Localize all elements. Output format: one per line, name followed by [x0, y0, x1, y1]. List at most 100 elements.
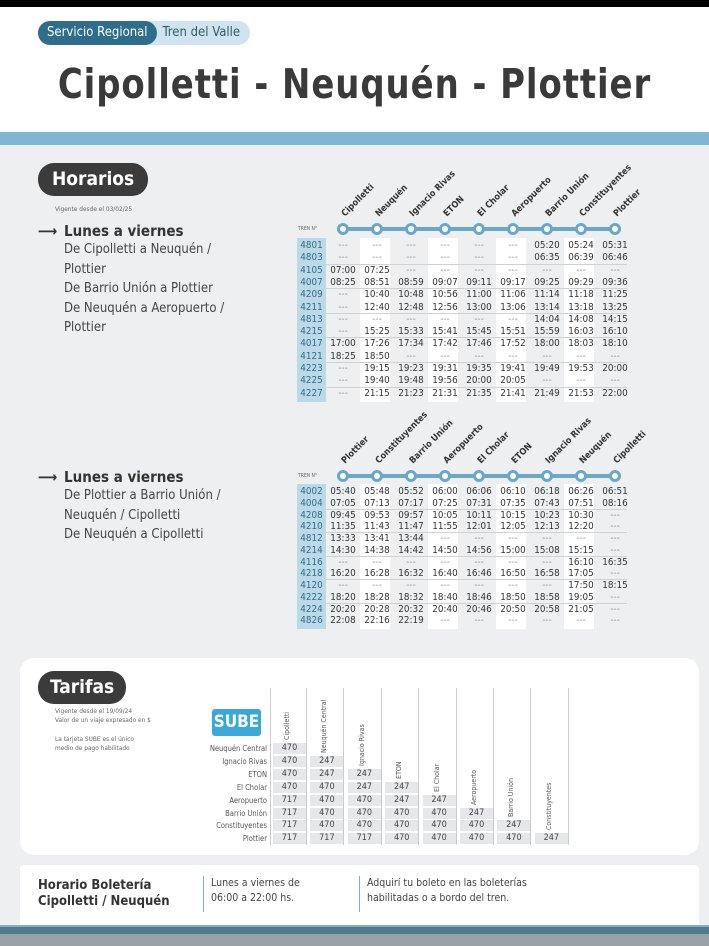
tarifas-valid-from: Vigente desde el 19/09/24 [55, 707, 133, 715]
time-cell: 15:51 [500, 326, 526, 338]
fare-row-label: Barrio Unión [225, 808, 267, 818]
no-service-cell: --- [338, 326, 348, 338]
hours-line-1: Lunes a viernes de [211, 877, 300, 889]
time-cell: 07:25 [432, 497, 458, 509]
time-cell: 06:51 [602, 486, 628, 497]
time-cell: 07:00 [330, 264, 356, 276]
time-cell: 18:03 [568, 338, 594, 350]
time-cell: 19:56 [432, 375, 458, 387]
arrow-right-icon: ⟶ [38, 468, 58, 486]
no-service-cell: --- [542, 350, 552, 362]
time-cell: 13:41 [364, 533, 390, 544]
time-cell: 18:25 [330, 350, 356, 362]
time-cell: 05:24 [568, 240, 594, 251]
divider-stripe [0, 132, 709, 145]
time-cell: 15:25 [364, 326, 390, 338]
train-number: 4208 [297, 509, 326, 522]
top-bar [0, 0, 709, 7]
fare-cell: 470 [310, 794, 344, 806]
time-cell: 06:18 [534, 486, 560, 497]
row-separator [297, 263, 627, 265]
time-cell: 12:01 [466, 521, 492, 533]
no-service-cell: --- [474, 615, 484, 627]
horarios-heading: Horarios [38, 163, 149, 196]
train-number: 4803 [297, 252, 326, 265]
column-divider [343, 688, 345, 845]
no-service-cell: --- [508, 580, 518, 591]
no-service-cell: --- [508, 252, 518, 264]
train-number: 4227 [297, 387, 326, 400]
time-cell: 21:49 [534, 387, 560, 399]
no-service-cell: --- [474, 240, 484, 251]
fare-row-label: Constituyentes [216, 821, 267, 831]
time-cell: 05:52 [398, 486, 424, 497]
no-service-cell: --- [508, 615, 518, 627]
time-cell: 18:28 [364, 591, 390, 603]
sube-note-2: medio de pago habilitado [55, 744, 130, 752]
station-dot [473, 470, 485, 482]
column-divider [530, 688, 532, 845]
time-cell: 05:31 [602, 240, 628, 251]
station-dot [371, 223, 383, 235]
time-cell: 09:11 [466, 276, 492, 288]
time-cell: 17:50 [568, 580, 594, 591]
no-service-cell: --- [542, 615, 552, 627]
time-cell: 16:10 [568, 556, 594, 568]
column-band [428, 484, 458, 629]
fare-row-label: El Cholar [236, 782, 267, 792]
time-cell: 06:10 [500, 486, 526, 497]
direction-line: Neuquén / Cipolletti [64, 507, 181, 523]
direction-line: De Neuquén a Aeropuerto / [64, 300, 225, 316]
no-service-cell: --- [474, 313, 484, 325]
train-number: 4211 [297, 301, 326, 314]
time-cell: 12:05 [500, 521, 526, 533]
time-cell: 16:28 [364, 568, 390, 580]
time-cell: 16:35 [602, 556, 628, 568]
sube-logo: SUBE [212, 709, 261, 736]
train-number: 4813 [297, 313, 326, 327]
time-cell: 18:58 [534, 591, 560, 603]
column-divider [306, 688, 307, 845]
time-cell: 07:43 [534, 497, 560, 509]
time-cell: 19:40 [364, 375, 390, 387]
time-cell: 11:43 [364, 521, 390, 533]
time-cell: 09:29 [568, 276, 594, 288]
station-dot [371, 470, 383, 482]
arrow-right-icon: ⟶ [38, 222, 58, 240]
time-cell: 09:07 [432, 276, 458, 288]
fare-cell: 247 [310, 755, 344, 767]
train-number: 4222 [297, 591, 326, 604]
fare-cell: 470 [273, 768, 306, 780]
fare-cell: 470 [310, 781, 344, 793]
no-service-cell: --- [542, 264, 552, 276]
time-cell: 06:06 [466, 486, 492, 497]
hours-line-2: 06:00 a 22:00 hs. [211, 892, 295, 904]
train-number: 4826 [297, 615, 326, 627]
time-cell: 20:40 [432, 603, 458, 615]
no-service-cell: --- [610, 509, 620, 521]
time-cell: 12:56 [432, 301, 458, 313]
time-cell: 15:45 [466, 326, 492, 338]
column-divider [567, 688, 569, 845]
no-service-cell: --- [406, 240, 416, 251]
time-cell: 16:46 [466, 568, 492, 580]
time-cell: 07:35 [500, 497, 526, 509]
time-cell: 15:33 [398, 326, 424, 338]
time-cell: 20:46 [466, 603, 492, 615]
no-service-cell: --- [576, 615, 586, 627]
boleteria-note: Adquirí tu boleto en las boleterías habi… [359, 876, 527, 912]
no-service-cell: --- [508, 313, 518, 325]
train-number: 4121 [297, 350, 326, 363]
fare-column-label: Aeropuerto [470, 769, 478, 805]
column-band [360, 238, 390, 402]
time-cell: 06:35 [534, 252, 560, 264]
time-cell: 08:59 [398, 276, 424, 288]
time-cell: 17:00 [330, 338, 356, 350]
column-band [428, 238, 458, 402]
time-cell: 09:17 [500, 276, 526, 288]
time-cell: 14:38 [364, 544, 390, 556]
direction-line: De Neuquén a Cipolletti [64, 527, 204, 543]
boleteria-title-1: Horario Boletería [38, 878, 152, 893]
time-cell: 19:48 [398, 375, 424, 387]
time-cell: 18:32 [398, 591, 424, 603]
